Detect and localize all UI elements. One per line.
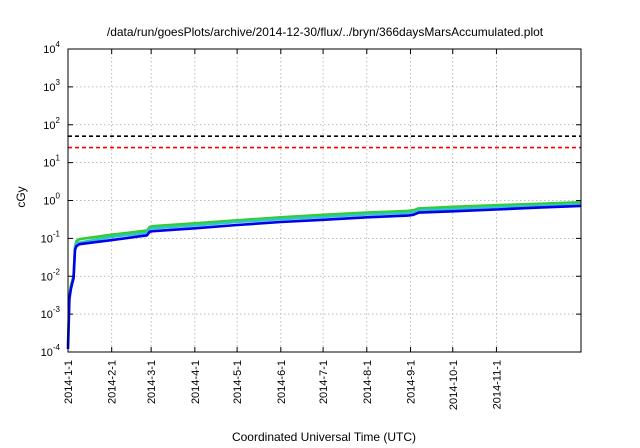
y-tick-label: 10-2 <box>41 267 61 283</box>
x-axis-label: Coordinated Universal Time (UTC) <box>232 430 416 444</box>
x-tick-labels: 2014-1-1 2014-2-1 2014-3-1 2014-4-1 2014-5-1… <box>63 49 503 410</box>
x-tick-label: 2014-2-1 <box>107 360 119 404</box>
y-tick-label: 104 <box>43 40 60 56</box>
y-tick-label: 101 <box>43 154 60 170</box>
y-tick-label: 103 <box>43 78 60 94</box>
x-tick-label: 2014-10-1 <box>448 360 460 410</box>
x-tick-label: 2014-7-1 <box>318 360 330 404</box>
grid <box>68 49 581 352</box>
x-tick-label: 2014-5-1 <box>232 360 244 404</box>
x-tick-label: 2014-4-1 <box>190 360 202 404</box>
series-line <box>73 202 582 249</box>
y-tick-label: 102 <box>43 116 60 132</box>
y-axis-label: cGy <box>14 186 28 207</box>
y-tick-label: 100 <box>43 192 60 208</box>
x-tick-label: 2014-1-1 <box>63 360 75 404</box>
reference-lines <box>68 135 581 149</box>
y-tick-label: 10-1 <box>41 229 61 245</box>
y-tick-label: 10-3 <box>41 305 61 321</box>
chart-title: /data/run/goesPlots/archive/2014-12-30/f… <box>107 25 544 39</box>
y-tick-label: 10-4 <box>41 343 61 359</box>
series-lines <box>66 200 582 350</box>
series-line <box>66 200 582 346</box>
x-tick-label: 2014-9-1 <box>405 360 417 404</box>
x-tick-label: 2014-6-1 <box>276 360 288 404</box>
x-tick-label: 2014-11-1 <box>491 360 503 409</box>
x-tick-label: 2014-3-1 <box>146 360 158 404</box>
x-tick-label: 2014-8-1 <box>362 360 374 404</box>
y-tick-labels: 10-4 10-3 10-2 10-1 100 101 102 103 104 <box>41 40 581 359</box>
series-line <box>66 204 582 350</box>
